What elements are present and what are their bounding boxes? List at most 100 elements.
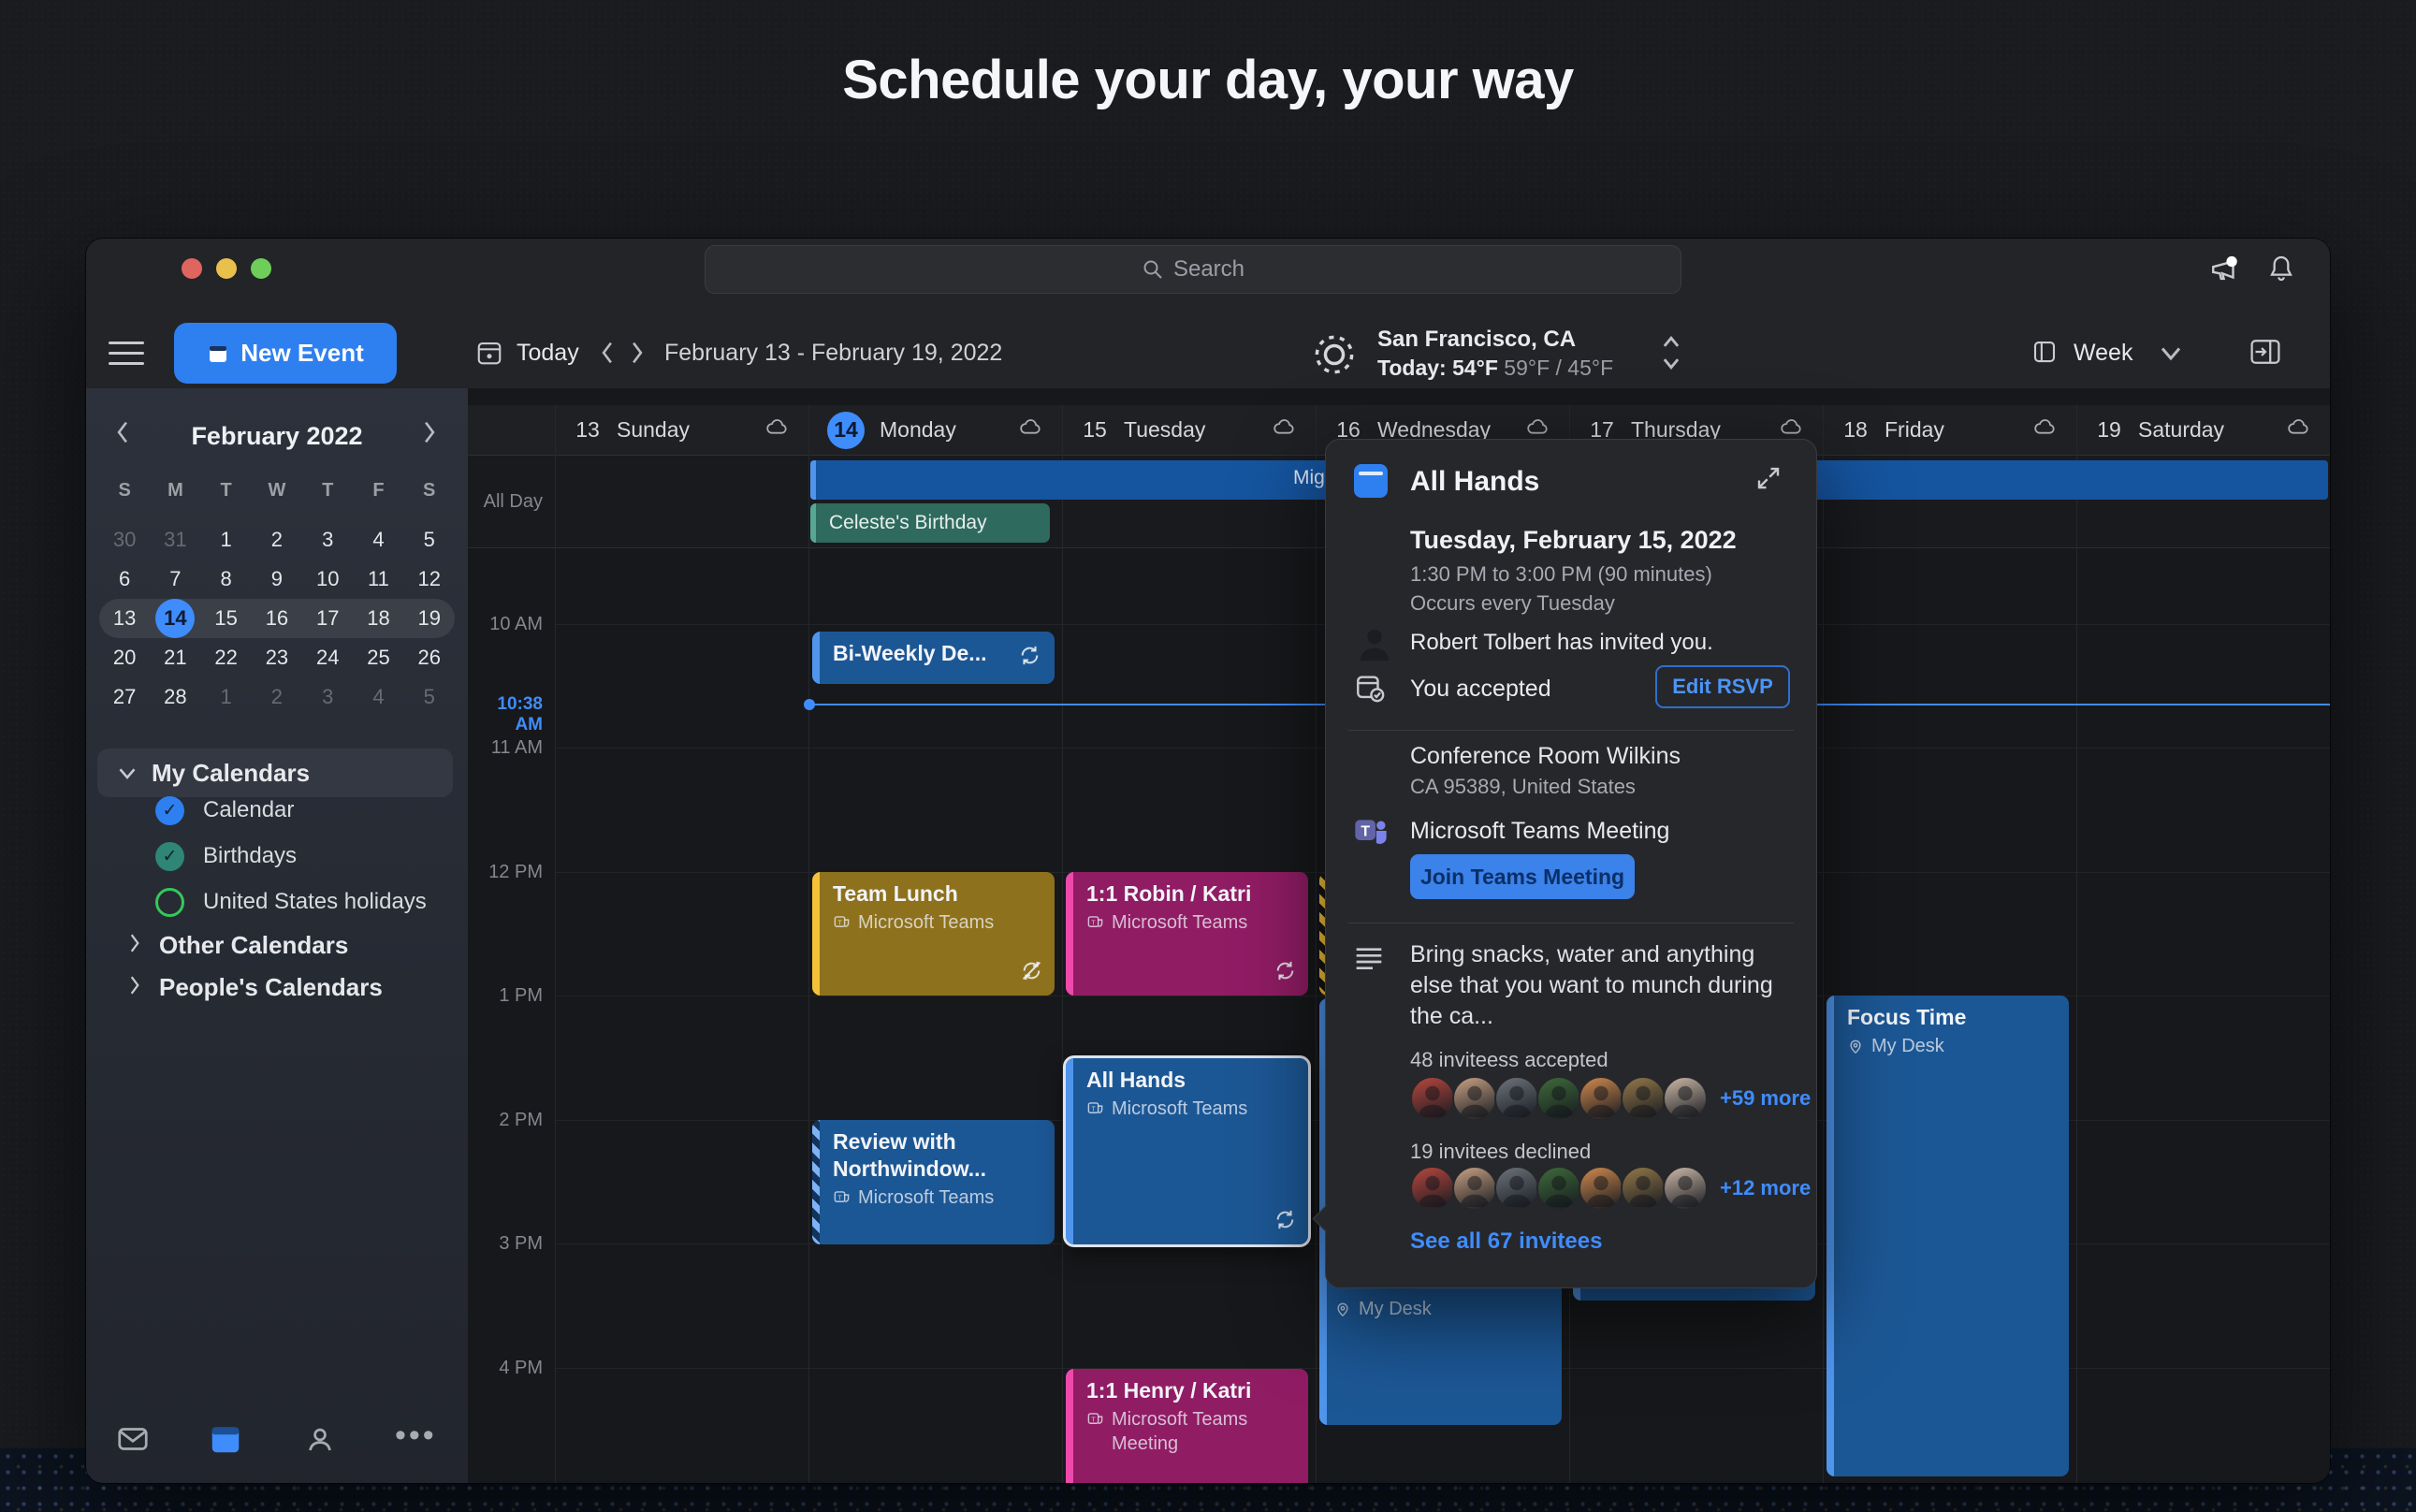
sidebar-calendar-item[interactable]: ✓ Calendar bbox=[155, 794, 294, 826]
mini-cal-day[interactable]: 21 bbox=[164, 646, 187, 669]
mini-cal-next-icon[interactable] bbox=[421, 420, 438, 449]
minimize-button[interactable] bbox=[216, 258, 237, 279]
mini-cal-day[interactable]: 5 bbox=[423, 685, 435, 708]
birthday-event[interactable]: Celeste's Birthday bbox=[810, 503, 1050, 543]
declined-count: 19 invitees declined bbox=[1410, 1140, 1592, 1163]
view-dropdown-chevron-icon[interactable] bbox=[2160, 343, 2182, 367]
event-team-lunch[interactable]: Team Lunch T Microsoft Teams bbox=[812, 872, 1055, 996]
view-selector[interactable]: Week bbox=[2074, 340, 2133, 366]
mini-cal-selected-day[interactable]: 14 bbox=[155, 599, 196, 638]
mini-cal-day[interactable]: 6 bbox=[119, 567, 131, 590]
event-notes: Bring snacks, water and anything else th… bbox=[1410, 941, 1773, 1029]
mini-cal-day[interactable]: 4 bbox=[372, 685, 385, 708]
see-all-invitees-link[interactable]: See all 67 invitees bbox=[1410, 1228, 1603, 1254]
mini-cal-day[interactable]: 10 bbox=[315, 567, 340, 590]
day-number: 18 bbox=[1843, 417, 1868, 442]
mail-nav-icon[interactable] bbox=[116, 1418, 150, 1465]
calendar-checkbox-checked-icon[interactable]: ✓ bbox=[155, 795, 184, 825]
expand-event-icon[interactable] bbox=[1754, 464, 1783, 497]
mini-cal-day[interactable]: 17 bbox=[315, 606, 340, 630]
mini-cal-day[interactable]: 25 bbox=[367, 646, 390, 669]
day-header[interactable]: 14 Monday bbox=[808, 405, 1062, 455]
mini-cal-day[interactable]: 30 bbox=[112, 528, 137, 551]
calendar-checkbox-checked-icon[interactable]: ✓ bbox=[155, 841, 184, 871]
mini-cal-day[interactable]: 28 bbox=[164, 685, 187, 708]
event-date: Tuesday, February 15, 2022 bbox=[1410, 526, 1737, 554]
mini-cal-day[interactable]: 15 bbox=[214, 606, 238, 630]
mini-cal-day[interactable]: 2 bbox=[270, 528, 284, 551]
mini-cal-day[interactable]: 31 bbox=[164, 528, 187, 551]
event-bi-weekly-de[interactable]: Bi-Weekly De... bbox=[812, 632, 1055, 684]
svg-text:T: T bbox=[1091, 1416, 1096, 1423]
mini-cal-day[interactable]: 5 bbox=[423, 528, 435, 551]
mini-cal-day[interactable]: 24 bbox=[315, 646, 340, 669]
weather-expand-chevrons-icon[interactable] bbox=[1660, 334, 1682, 376]
event-review-with-northwindow[interactable]: Review with Northwindow... T Microsoft Tea… bbox=[812, 1120, 1055, 1244]
open-right-pane-icon[interactable] bbox=[2249, 338, 2281, 371]
day-header[interactable]: 16 Wednesday bbox=[1316, 405, 1569, 455]
mini-cal-day[interactable]: 11 bbox=[368, 567, 389, 590]
mini-cal-day[interactable]: 8 bbox=[220, 567, 232, 590]
event-1-1-robin-katri[interactable]: 1:1 Robin / Katri T Microsoft Teams bbox=[1066, 872, 1308, 996]
sidebar-calendar-item[interactable]: United States holidays bbox=[155, 886, 427, 918]
calendar-nav-icon-active[interactable] bbox=[208, 1418, 243, 1465]
mini-cal-day[interactable]: 3 bbox=[322, 528, 334, 551]
sun-weather-icon bbox=[1310, 330, 1359, 384]
sidebar-calendar-item[interactable]: ✓ Birthdays bbox=[155, 840, 297, 872]
search-input[interactable]: Search bbox=[705, 245, 1681, 294]
next-week-chevron-icon[interactable] bbox=[629, 341, 646, 370]
mini-cal-day[interactable]: 26 bbox=[417, 646, 441, 669]
event-1-1-henry-katri[interactable]: 1:1 Henry / Katri T Microsoft Teams Meetin… bbox=[1066, 1369, 1308, 1483]
mini-cal-day[interactable]: 12 bbox=[417, 567, 441, 590]
day-header[interactable]: 17 Thursday bbox=[1569, 405, 1823, 455]
new-event-button[interactable]: New Event bbox=[174, 323, 397, 384]
mini-cal-day[interactable]: 1 bbox=[220, 685, 232, 708]
mini-cal-day[interactable]: 20 bbox=[112, 646, 137, 669]
whats-new-icon[interactable] bbox=[2208, 254, 2242, 290]
notifications-bell-icon[interactable] bbox=[2266, 253, 2296, 289]
mini-cal-day[interactable]: 22 bbox=[214, 646, 238, 669]
mini-cal-day[interactable]: 4 bbox=[372, 528, 385, 551]
day-header[interactable]: 15 Tuesday bbox=[1062, 405, 1316, 455]
sidebar-toggle-button[interactable] bbox=[109, 337, 144, 369]
mini-cal-day[interactable]: 27 bbox=[112, 685, 137, 708]
mini-cal-day[interactable]: 18 bbox=[367, 606, 390, 630]
my-calendars-header[interactable]: My Calendars bbox=[97, 749, 453, 797]
mini-cal-day[interactable]: 14 bbox=[150, 599, 200, 638]
mini-cal-day[interactable]: 23 bbox=[265, 646, 289, 669]
more-declined-link[interactable]: +12 more bbox=[1720, 1176, 1812, 1199]
page-title: Schedule your day, your way bbox=[842, 50, 1574, 110]
mini-cal-day[interactable]: 16 bbox=[265, 606, 289, 630]
column-separator bbox=[1062, 405, 1063, 1483]
sidebar-calendar-group[interactable]: People's Calendars bbox=[127, 973, 383, 1002]
mini-cal-day[interactable]: 13 bbox=[112, 606, 137, 630]
event-focus-time[interactable]: Focus Time My Desk bbox=[1827, 996, 2069, 1476]
join-teams-meeting-button[interactable]: Join Teams Meeting bbox=[1410, 854, 1635, 899]
zoom-button[interactable] bbox=[251, 258, 271, 279]
weather-widget[interactable]: San Francisco, CA Today: 54°F 59°F / 45°… bbox=[1377, 325, 1613, 383]
prev-week-chevron-icon[interactable] bbox=[599, 341, 616, 370]
cloud-weather-icon bbox=[1018, 414, 1043, 445]
people-nav-icon[interactable] bbox=[303, 1418, 337, 1465]
close-button[interactable] bbox=[182, 258, 202, 279]
mini-cal-day[interactable]: 19 bbox=[417, 606, 441, 630]
mini-cal-day[interactable]: 2 bbox=[270, 685, 284, 708]
edit-rsvp-button[interactable]: Edit RSVP bbox=[1655, 665, 1790, 708]
event-all-hands[interactable]: All Hands T Microsoft Teams bbox=[1066, 1058, 1308, 1244]
day-header[interactable]: 18 Friday bbox=[1823, 405, 2076, 455]
mini-cal-day[interactable]: 9 bbox=[270, 567, 284, 590]
today-button[interactable]: Today bbox=[517, 340, 579, 366]
mini-cal-prev-icon[interactable] bbox=[114, 420, 131, 449]
mini-cal-day[interactable]: 1 bbox=[220, 528, 232, 551]
calendar-checkbox-unchecked-icon[interactable] bbox=[155, 887, 184, 917]
mini-cal-day[interactable]: 3 bbox=[322, 685, 334, 708]
svg-text:T: T bbox=[837, 919, 842, 926]
more-nav-icon[interactable]: ••• bbox=[395, 1418, 437, 1453]
event-location-text: My Desk bbox=[1359, 1299, 1432, 1319]
mini-cal-day[interactable]: 7 bbox=[169, 567, 182, 590]
more-accepted-link[interactable]: +59 more bbox=[1720, 1086, 1812, 1110]
today-icon bbox=[475, 338, 503, 372]
day-header[interactable]: 19 Saturday bbox=[2076, 405, 2330, 455]
sidebar-calendar-group[interactable]: Other Calendars bbox=[127, 931, 348, 960]
day-header[interactable]: 13 Sunday bbox=[555, 405, 808, 455]
